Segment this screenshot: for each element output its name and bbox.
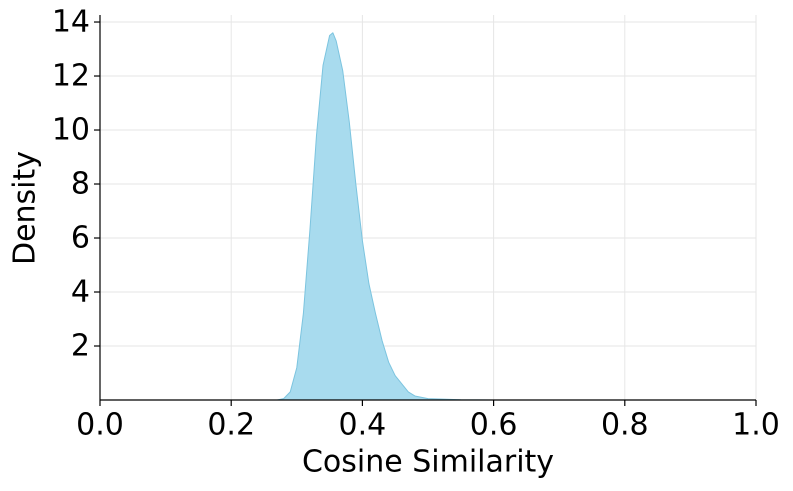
- x-tick-label: 0.4: [339, 408, 387, 443]
- y-tick-label: 4: [71, 275, 90, 310]
- x-tick-label: 0.6: [470, 408, 518, 443]
- x-tick-label: 0.0: [76, 408, 124, 443]
- x-axis-label: Cosine Similarity: [302, 445, 554, 480]
- x-tick-label: 1.0: [732, 408, 780, 443]
- y-axis-label: Density: [8, 151, 43, 265]
- y-tick-label: 10: [52, 113, 90, 148]
- x-tick-label: 0.8: [601, 408, 649, 443]
- y-tick-label: 14: [52, 5, 90, 40]
- y-tick-label: 2: [71, 329, 90, 364]
- density-area: [276, 32, 495, 401]
- y-tick-label: 6: [71, 221, 90, 256]
- x-tick-label: 0.2: [207, 408, 255, 443]
- y-tick-label: 12: [52, 59, 90, 94]
- y-tick-label: 8: [71, 167, 90, 202]
